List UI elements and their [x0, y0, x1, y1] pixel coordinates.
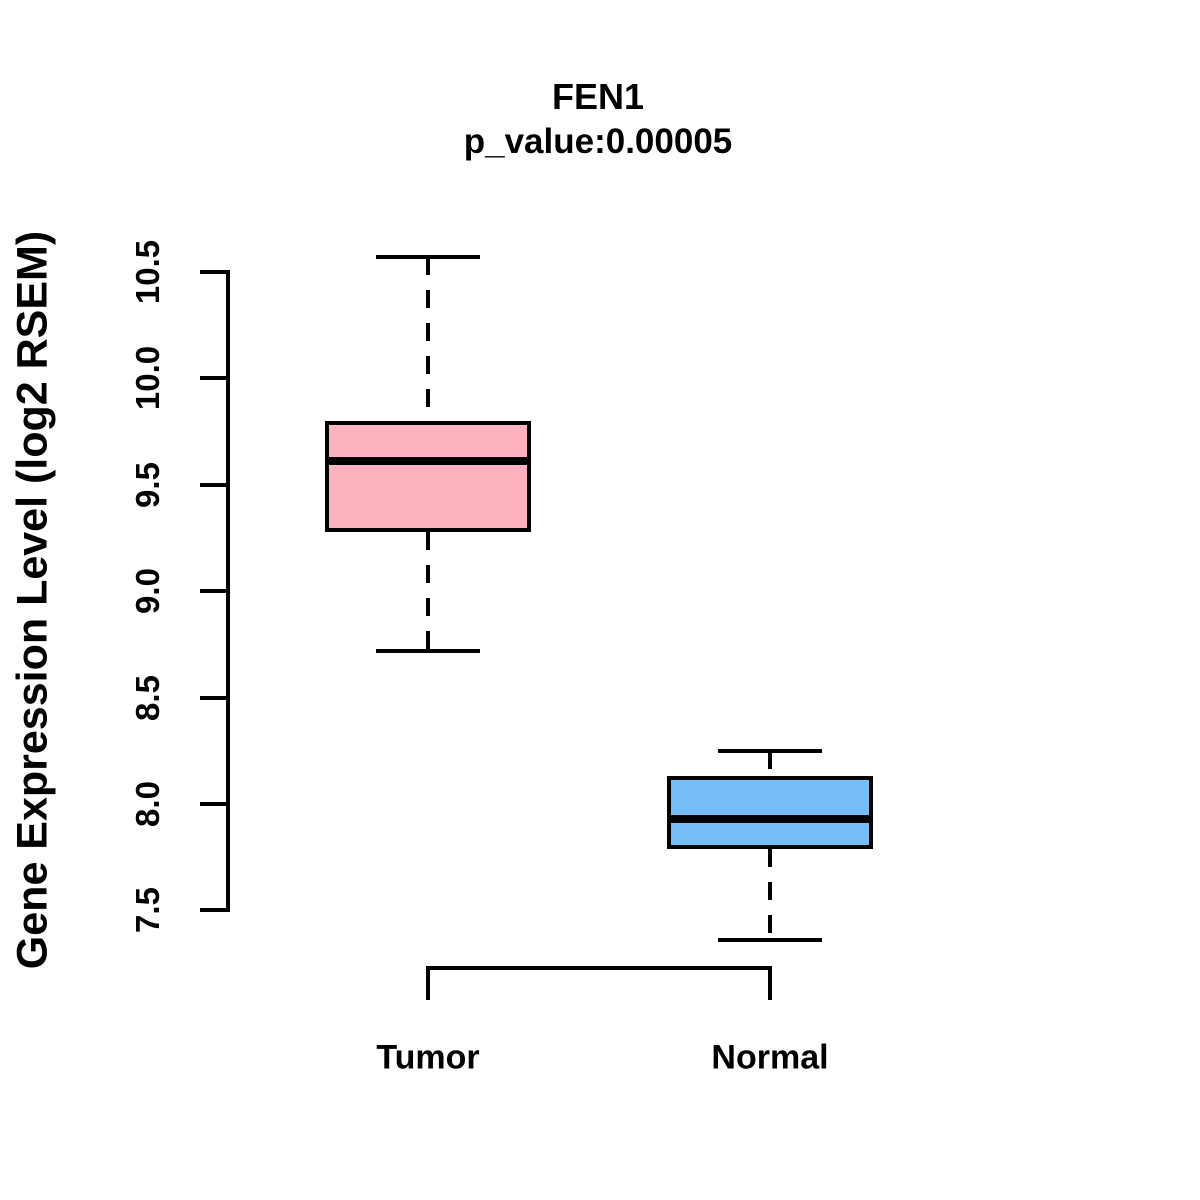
y-axis-tick	[200, 589, 230, 594]
chart-title-block: FEN1 p_value:0.00005	[0, 74, 1196, 164]
y-tick-label: 10.0	[129, 346, 166, 411]
x-label-normal: Normal	[711, 1038, 829, 1077]
whisker-cap-upper	[376, 255, 480, 260]
y-axis-tick	[200, 482, 230, 487]
box-normal	[667, 776, 873, 849]
whisker-cap-upper	[718, 748, 822, 753]
x-axis-bracket-tick-right	[768, 966, 772, 1000]
x-label-tumor: Tumor	[376, 1038, 480, 1077]
median-line	[671, 814, 869, 823]
median-line	[329, 457, 527, 466]
y-axis-tick	[200, 695, 230, 700]
chart-subtitle: p_value:0.00005	[463, 122, 733, 161]
y-axis-tick	[200, 270, 230, 274]
y-tick-label: 9.5	[129, 461, 166, 508]
y-axis-tick	[200, 802, 230, 806]
y-tick-label: 8.0	[129, 781, 166, 827]
y-tick-label: 7.5	[129, 887, 166, 934]
whisker-lower	[768, 848, 772, 941]
whisker-upper	[426, 257, 430, 421]
chart-title: FEN1	[551, 76, 645, 117]
x-axis-bracket	[426, 966, 772, 970]
x-axis-bracket-tick-left	[426, 966, 430, 1000]
y-tick-label: 9.0	[129, 568, 166, 615]
whisker-upper	[768, 750, 772, 777]
whisker-cap-lower	[718, 938, 822, 943]
whisker-lower	[426, 531, 430, 651]
whisker-cap-lower	[376, 648, 480, 653]
y-tick-label: 10.5	[129, 239, 166, 305]
y-axis-tick	[200, 908, 230, 913]
box-tumor	[325, 420, 531, 532]
y-tick-label: 8.5	[129, 674, 166, 721]
y-axis-tick	[200, 376, 230, 381]
